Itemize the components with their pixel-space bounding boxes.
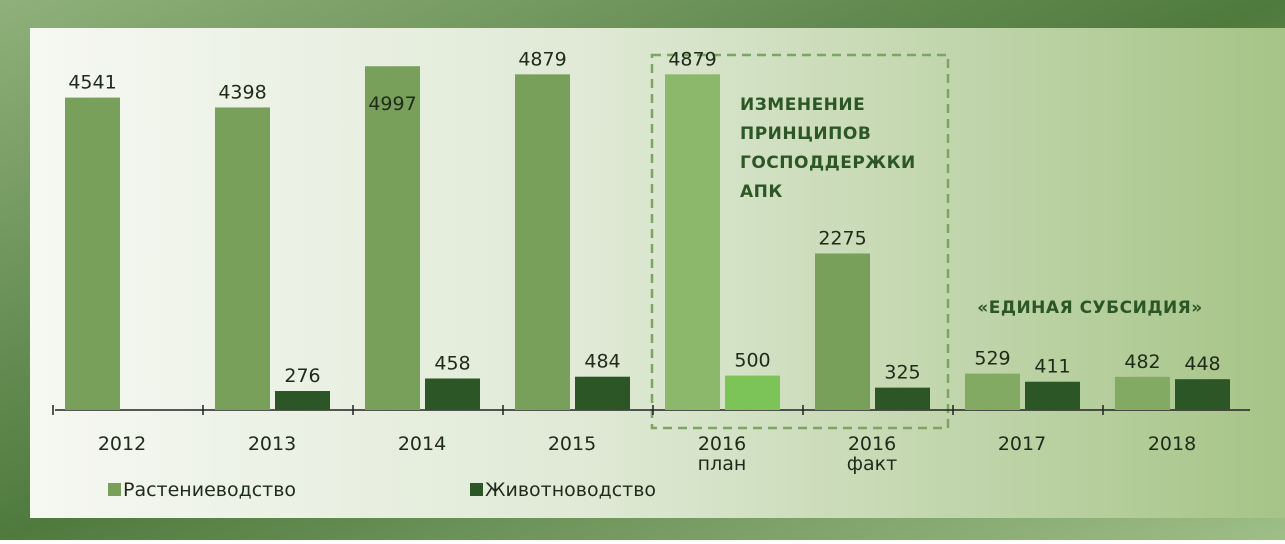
legend-label: Животноводство [485,479,656,501]
legend-swatch [470,483,483,496]
annotation: «ЕДИНАЯ СУБСИДИЯ» [977,298,1203,318]
value-label: 500 [734,350,770,372]
value-label: 4398 [218,81,266,103]
x-tick-label: 2012 [98,433,146,455]
highlight-box [650,53,950,430]
annotation: ГОСПОДДЕРЖКИ [740,153,916,173]
x-tick-label: 2013 [248,433,296,455]
bar [215,107,270,410]
value-label: 529 [974,348,1010,370]
bar [965,373,1020,410]
value-label: 2275 [818,227,866,249]
bar [875,387,930,410]
bar [1115,376,1170,410]
value-label: 276 [284,365,320,387]
x-tick-label: 2017 [998,433,1046,455]
value-label: 411 [1034,356,1070,378]
value-label: 4879 [518,48,566,70]
value-label: 458 [434,352,470,374]
x-tick-label: 2014 [398,433,446,455]
x-tick-label: 2016 план [698,433,747,475]
x-tick-label: 2018 [1148,433,1196,455]
value-label: 482 [1124,351,1160,373]
bar [275,391,330,410]
bar [65,97,120,411]
x-tick-label: 2015 [548,433,596,455]
bar [665,74,720,411]
bar [815,253,870,410]
bar [1175,379,1230,410]
value-label: 4997 [368,93,416,115]
bar [515,74,570,411]
annotation: ИЗМЕНЕНИЕ [740,95,865,115]
legend-label: Растениеводство [123,479,296,501]
bar [425,378,480,410]
legend-swatch [108,483,121,496]
value-label: 484 [584,351,620,373]
value-label: 448 [1184,353,1220,375]
bar [1025,381,1080,410]
value-label: 4879 [668,48,716,70]
bar [575,376,630,410]
x-tick-label: 2016 факт [847,433,897,475]
annotation: ПРИНЦИПОВ [740,124,871,144]
value-label: 4541 [68,72,116,94]
value-label: 325 [884,362,920,384]
bar [365,66,420,410]
annotation: АПК [740,182,783,202]
bar [725,375,780,410]
